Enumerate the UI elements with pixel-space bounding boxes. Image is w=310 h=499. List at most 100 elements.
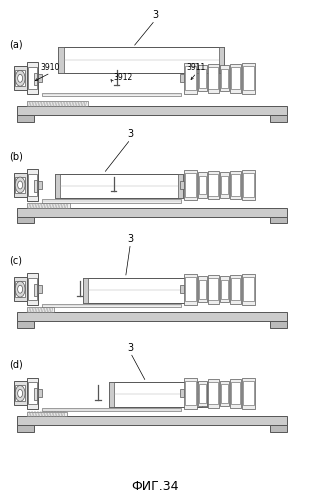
Bar (17, 426, 34, 432)
Bar (58, 47, 224, 73)
Bar (42, 408, 181, 411)
Bar (184, 274, 197, 304)
Bar (220, 381, 229, 406)
Bar (55, 174, 183, 199)
Bar (242, 63, 255, 94)
Bar (198, 172, 206, 198)
Bar (230, 171, 241, 200)
Text: 3: 3 (127, 343, 134, 353)
Bar (230, 275, 241, 303)
Bar (15, 70, 25, 86)
Bar (220, 65, 229, 91)
Bar (220, 172, 229, 198)
Bar (231, 67, 241, 89)
Bar (14, 382, 27, 405)
Bar (242, 378, 255, 409)
Bar (184, 63, 197, 94)
Text: ФИГ.34: ФИГ.34 (131, 480, 179, 493)
Bar (184, 170, 197, 201)
Bar (180, 389, 184, 397)
Bar (17, 115, 34, 122)
Bar (231, 278, 241, 300)
Text: (d): (d) (9, 360, 23, 370)
Bar (190, 278, 195, 302)
Bar (270, 217, 287, 224)
Bar (27, 412, 67, 417)
Bar (270, 321, 287, 328)
Text: (c): (c) (9, 255, 22, 265)
Bar (28, 67, 37, 89)
Bar (38, 181, 42, 189)
Bar (202, 382, 207, 407)
Bar (27, 307, 54, 312)
Bar (178, 174, 183, 199)
Bar (208, 383, 218, 404)
Bar (221, 69, 228, 88)
Bar (15, 177, 25, 193)
Bar (38, 389, 42, 397)
Bar (185, 382, 196, 405)
Bar (199, 384, 206, 403)
Bar (198, 65, 206, 91)
Bar (207, 379, 219, 408)
Bar (14, 66, 27, 90)
Bar (184, 378, 197, 409)
Circle shape (18, 389, 23, 397)
Circle shape (15, 70, 25, 86)
Bar (185, 277, 196, 301)
Bar (17, 321, 34, 328)
Circle shape (15, 385, 25, 401)
Bar (28, 278, 37, 300)
Bar (207, 64, 219, 93)
Bar (230, 64, 241, 93)
Bar (27, 101, 88, 106)
Bar (42, 93, 181, 96)
Bar (243, 277, 254, 301)
Text: 3: 3 (127, 129, 134, 139)
Bar (208, 278, 218, 300)
Bar (270, 115, 287, 122)
Bar (17, 417, 287, 426)
Bar (15, 385, 25, 401)
Bar (27, 203, 69, 208)
Text: (a): (a) (9, 40, 23, 50)
Bar (230, 379, 241, 408)
Bar (27, 273, 38, 305)
Bar (83, 278, 88, 302)
Bar (207, 275, 219, 303)
Bar (27, 169, 38, 201)
Bar (27, 378, 38, 409)
Bar (199, 280, 206, 298)
Circle shape (15, 281, 25, 297)
Bar (28, 383, 37, 404)
Text: 3: 3 (152, 10, 158, 20)
Bar (242, 274, 255, 304)
Bar (15, 281, 25, 297)
Bar (17, 217, 34, 224)
Bar (17, 312, 287, 321)
Bar (185, 173, 196, 197)
Bar (34, 73, 37, 85)
Circle shape (18, 74, 23, 82)
Bar (38, 74, 42, 82)
Bar (109, 382, 114, 407)
Bar (42, 200, 181, 203)
Bar (221, 176, 228, 195)
Bar (28, 174, 37, 196)
Bar (83, 278, 195, 302)
Bar (208, 67, 218, 89)
Bar (14, 173, 27, 197)
Text: 3912: 3912 (113, 73, 133, 82)
Bar (34, 284, 37, 296)
Bar (207, 171, 219, 200)
Bar (199, 69, 206, 88)
Bar (14, 277, 27, 301)
Bar (42, 303, 181, 307)
Bar (17, 208, 287, 217)
Bar (220, 276, 229, 302)
Bar (270, 426, 287, 432)
Bar (58, 47, 64, 73)
Bar (221, 384, 228, 403)
Bar (38, 285, 42, 293)
Bar (198, 381, 206, 406)
